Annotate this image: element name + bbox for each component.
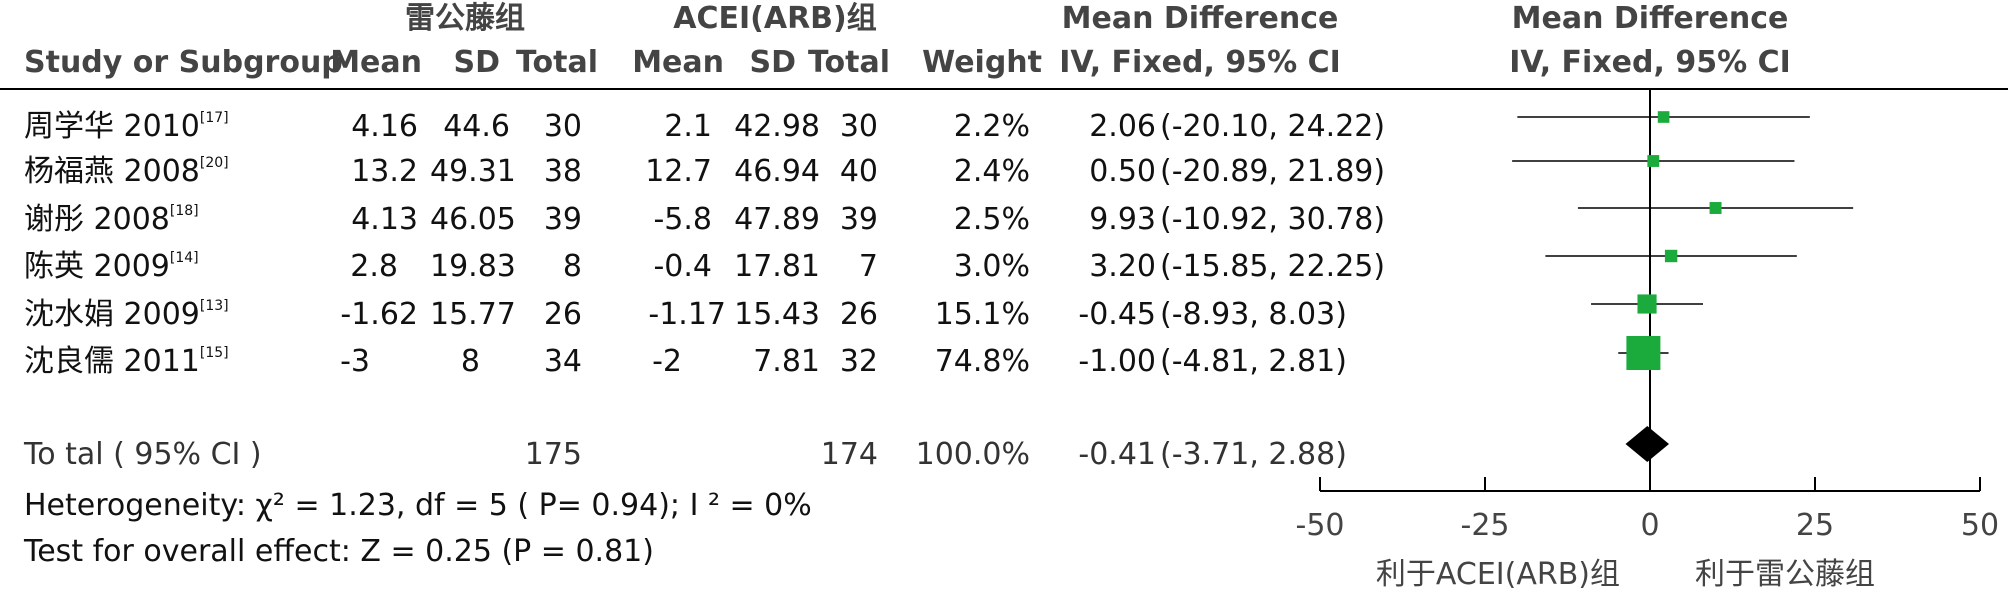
exp-total: 39: [543, 202, 582, 237]
total-ctl-count: 174: [820, 437, 878, 472]
col-header-exp-sd: SD: [453, 45, 500, 80]
x-tick-label: -25: [1461, 508, 1510, 543]
ctl-mean: -1.17: [648, 297, 726, 332]
x-tick-label: 0: [1640, 508, 1659, 543]
study-square: [1647, 155, 1660, 167]
exp-total: 30: [543, 109, 582, 144]
weight: 74.8%: [934, 344, 1030, 379]
col-header-study: Study or Subgroup: [24, 45, 343, 80]
exp-mean: 2.8: [350, 249, 398, 284]
total-label: To tal ( 95% CI ): [24, 437, 262, 472]
study-name: 周学华 2010[17]: [24, 109, 229, 144]
exp-mean: -3: [340, 344, 370, 379]
mean-difference: 2.06: [1089, 109, 1156, 144]
ctl-total: 40: [839, 154, 878, 189]
header-separator: [0, 88, 2008, 90]
plot-header-line1: Mean Difference: [1511, 1, 1789, 36]
study-square: [1657, 111, 1670, 123]
exp-sd: 15.77: [430, 297, 516, 332]
exp-mean: -1.62: [340, 297, 418, 332]
x-tick-label: -50: [1296, 508, 1345, 543]
exp-total: 38: [543, 154, 582, 189]
exp-mean: 4.13: [351, 202, 418, 237]
exp-sd: 46.05: [430, 202, 516, 237]
confidence-interval: (-15.85, 22.25): [1160, 249, 1386, 284]
ctl-sd: 42.98: [734, 109, 820, 144]
confidence-interval: (-20.10, 24.22): [1160, 109, 1386, 144]
exp-total: 26: [543, 297, 582, 332]
exp-total: 8: [562, 249, 582, 284]
ctl-total: 39: [839, 202, 878, 237]
exp-sd: 8: [460, 344, 480, 379]
weight: 3.0%: [953, 249, 1030, 284]
favours-right-label: 利于雷公藤组: [1695, 557, 1875, 592]
ctl-total: 7: [858, 249, 878, 284]
total-weight: 100.0%: [915, 437, 1030, 472]
mean-difference: -0.45: [1078, 297, 1156, 332]
ctl-sd: 15.43: [734, 297, 820, 332]
study-square: [1637, 294, 1657, 314]
exp-total: 34: [543, 344, 582, 379]
mean-difference: 9.93: [1089, 202, 1156, 237]
col-header-exp-mean: Mean: [330, 45, 422, 80]
confidence-interval: (-20.89, 21.89): [1160, 154, 1386, 189]
weight: 15.1%: [934, 297, 1030, 332]
mean-difference: 3.20: [1089, 249, 1156, 284]
study-name: 谢彤 2008[18]: [24, 202, 199, 237]
col-header-weight: Weight: [922, 45, 1042, 80]
ctl-total: 30: [839, 109, 878, 144]
exp-mean: 4.16: [351, 109, 418, 144]
exp-sd: 44.6: [443, 109, 510, 144]
exp-mean: 13.2: [351, 154, 418, 189]
ctl-sd: 46.94: [734, 154, 820, 189]
ctl-mean: 12.7: [645, 154, 712, 189]
mean-difference: 0.50: [1089, 154, 1156, 189]
study-square: [1709, 202, 1722, 214]
ctl-sd: 47.89: [734, 202, 820, 237]
ctl-sd: 17.81: [734, 249, 820, 284]
overall-effect-stat: Test for overall effect: Z = 0.25 (P = 0…: [24, 534, 654, 569]
study-name: 沈良儒 2011[15]: [24, 344, 229, 379]
study-square: [1626, 336, 1661, 370]
col-header-exp-total: Total: [516, 45, 598, 80]
ctl-total: 32: [839, 344, 878, 379]
study-name: 杨福燕 2008[20]: [24, 154, 229, 189]
col-header-ctl-mean: Mean: [632, 45, 724, 80]
pooled-diamond: [1625, 426, 1670, 462]
confidence-interval: (-8.93, 8.03): [1160, 297, 1347, 332]
total-confidence-interval: (-3.71, 2.88): [1160, 437, 1347, 472]
study-name: 沈水娟 2009[13]: [24, 297, 229, 332]
col-header-ctl-total: Total: [808, 45, 890, 80]
x-tick-label: 25: [1796, 508, 1834, 543]
confidence-interval: (-4.81, 2.81): [1160, 344, 1347, 379]
ctl-mean: -5.8: [653, 202, 712, 237]
x-tick-label: 50: [1961, 508, 1999, 543]
study-name: 陈英 2009[14]: [24, 249, 199, 284]
effect-header-line2: IV, Fixed, 95% CI: [1059, 45, 1341, 80]
exp-sd: 49.31: [430, 154, 516, 189]
plot-header-line2: IV, Fixed, 95% CI: [1509, 45, 1791, 80]
confidence-interval: (-10.92, 30.78): [1160, 202, 1386, 237]
ctl-total: 26: [839, 297, 878, 332]
favours-left-label: 利于ACEI(ARB)组: [1376, 557, 1620, 592]
ctl-mean: -2: [652, 344, 682, 379]
ctl-mean: 2.1: [664, 109, 712, 144]
control-group-header: ACEI(ARB)组: [673, 1, 877, 36]
weight: 2.2%: [953, 109, 1030, 144]
col-header-ctl-sd: SD: [749, 45, 796, 80]
total-exp-count: 175: [524, 437, 582, 472]
study-square: [1664, 249, 1678, 263]
weight: 2.4%: [953, 154, 1030, 189]
weight: 2.5%: [953, 202, 1030, 237]
total-mean-difference: -0.41: [1078, 437, 1156, 472]
effect-header-line1: Mean Difference: [1061, 1, 1339, 36]
mean-difference: -1.00: [1078, 344, 1156, 379]
ctl-mean: -0.4: [653, 249, 712, 284]
exp-sd: 19.83: [430, 249, 516, 284]
heterogeneity-stat: Heterogeneity: χ² = 1.23, df = 5 ( P= 0.…: [24, 488, 812, 523]
experimental-group-header: 雷公藤组: [405, 1, 525, 36]
ctl-sd: 7.81: [753, 344, 820, 379]
